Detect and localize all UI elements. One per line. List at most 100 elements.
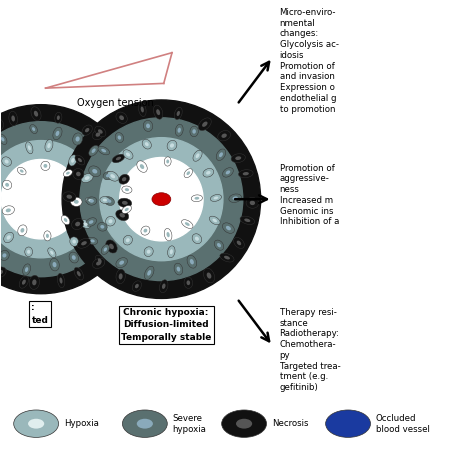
Ellipse shape [2, 253, 7, 257]
Ellipse shape [142, 139, 151, 149]
Ellipse shape [145, 142, 149, 146]
Ellipse shape [25, 247, 33, 256]
Ellipse shape [18, 225, 27, 236]
Ellipse shape [96, 132, 100, 137]
Ellipse shape [116, 210, 129, 221]
Ellipse shape [220, 253, 234, 262]
Ellipse shape [90, 199, 94, 203]
Ellipse shape [132, 281, 141, 292]
Ellipse shape [231, 154, 246, 163]
Ellipse shape [143, 120, 153, 131]
Circle shape [1, 159, 81, 239]
Ellipse shape [85, 176, 90, 180]
Ellipse shape [218, 130, 230, 141]
Ellipse shape [177, 111, 180, 116]
Circle shape [0, 122, 118, 277]
Ellipse shape [101, 245, 109, 255]
Ellipse shape [2, 180, 12, 190]
Ellipse shape [18, 167, 26, 175]
Ellipse shape [162, 283, 165, 289]
Ellipse shape [26, 142, 33, 154]
Ellipse shape [92, 169, 97, 173]
Ellipse shape [119, 115, 124, 120]
Ellipse shape [74, 200, 79, 204]
Ellipse shape [89, 220, 93, 224]
Ellipse shape [147, 270, 151, 276]
Ellipse shape [166, 160, 169, 164]
Ellipse shape [126, 238, 130, 242]
Ellipse shape [116, 257, 128, 268]
Ellipse shape [28, 146, 31, 150]
Ellipse shape [98, 222, 107, 231]
Ellipse shape [223, 168, 233, 177]
Ellipse shape [92, 258, 105, 268]
Ellipse shape [116, 269, 125, 284]
Ellipse shape [237, 241, 241, 245]
Ellipse shape [53, 262, 56, 267]
Ellipse shape [194, 197, 199, 200]
Ellipse shape [64, 218, 67, 222]
Ellipse shape [31, 107, 41, 120]
Ellipse shape [190, 259, 194, 264]
Ellipse shape [98, 146, 109, 155]
Ellipse shape [5, 183, 9, 187]
Ellipse shape [119, 261, 124, 265]
Ellipse shape [236, 419, 252, 428]
Ellipse shape [192, 234, 202, 244]
Ellipse shape [2, 157, 11, 166]
Circle shape [0, 141, 100, 258]
Ellipse shape [34, 111, 38, 117]
Ellipse shape [81, 220, 91, 228]
Ellipse shape [203, 168, 214, 177]
Ellipse shape [50, 258, 59, 271]
Ellipse shape [70, 237, 79, 246]
Ellipse shape [207, 273, 211, 279]
Ellipse shape [244, 219, 250, 222]
Ellipse shape [210, 194, 221, 201]
Ellipse shape [0, 250, 9, 260]
Ellipse shape [30, 125, 37, 134]
Ellipse shape [126, 153, 130, 156]
Ellipse shape [144, 228, 147, 233]
Ellipse shape [53, 127, 62, 140]
Ellipse shape [118, 136, 121, 140]
Ellipse shape [122, 410, 167, 438]
Ellipse shape [159, 280, 168, 292]
Ellipse shape [140, 164, 144, 169]
Ellipse shape [32, 279, 36, 285]
Ellipse shape [217, 243, 221, 247]
Ellipse shape [125, 208, 129, 211]
Ellipse shape [98, 258, 102, 263]
Ellipse shape [195, 237, 199, 241]
Ellipse shape [164, 228, 172, 241]
Ellipse shape [71, 197, 82, 206]
Ellipse shape [28, 419, 44, 428]
Ellipse shape [11, 116, 15, 121]
Ellipse shape [116, 157, 121, 160]
Ellipse shape [141, 107, 144, 112]
Ellipse shape [170, 249, 173, 254]
Ellipse shape [27, 250, 30, 254]
Ellipse shape [61, 215, 70, 225]
Ellipse shape [45, 139, 53, 152]
Ellipse shape [55, 112, 62, 123]
Ellipse shape [74, 267, 83, 280]
Ellipse shape [14, 410, 59, 438]
Ellipse shape [326, 410, 371, 438]
Ellipse shape [174, 263, 183, 275]
Ellipse shape [75, 222, 80, 226]
Ellipse shape [168, 246, 175, 258]
Ellipse shape [214, 197, 218, 200]
Ellipse shape [198, 118, 211, 130]
Ellipse shape [238, 170, 253, 178]
Ellipse shape [240, 216, 255, 224]
Ellipse shape [23, 264, 30, 275]
Ellipse shape [122, 177, 127, 182]
Text: Chronic hypoxia:
Diffusion-limited
Temporally stable: Chronic hypoxia: Diffusion-limited Tempo… [121, 308, 211, 342]
Ellipse shape [46, 234, 49, 238]
Ellipse shape [44, 164, 47, 168]
Ellipse shape [141, 226, 150, 235]
Ellipse shape [41, 161, 50, 171]
Ellipse shape [55, 131, 59, 136]
Ellipse shape [78, 158, 82, 162]
